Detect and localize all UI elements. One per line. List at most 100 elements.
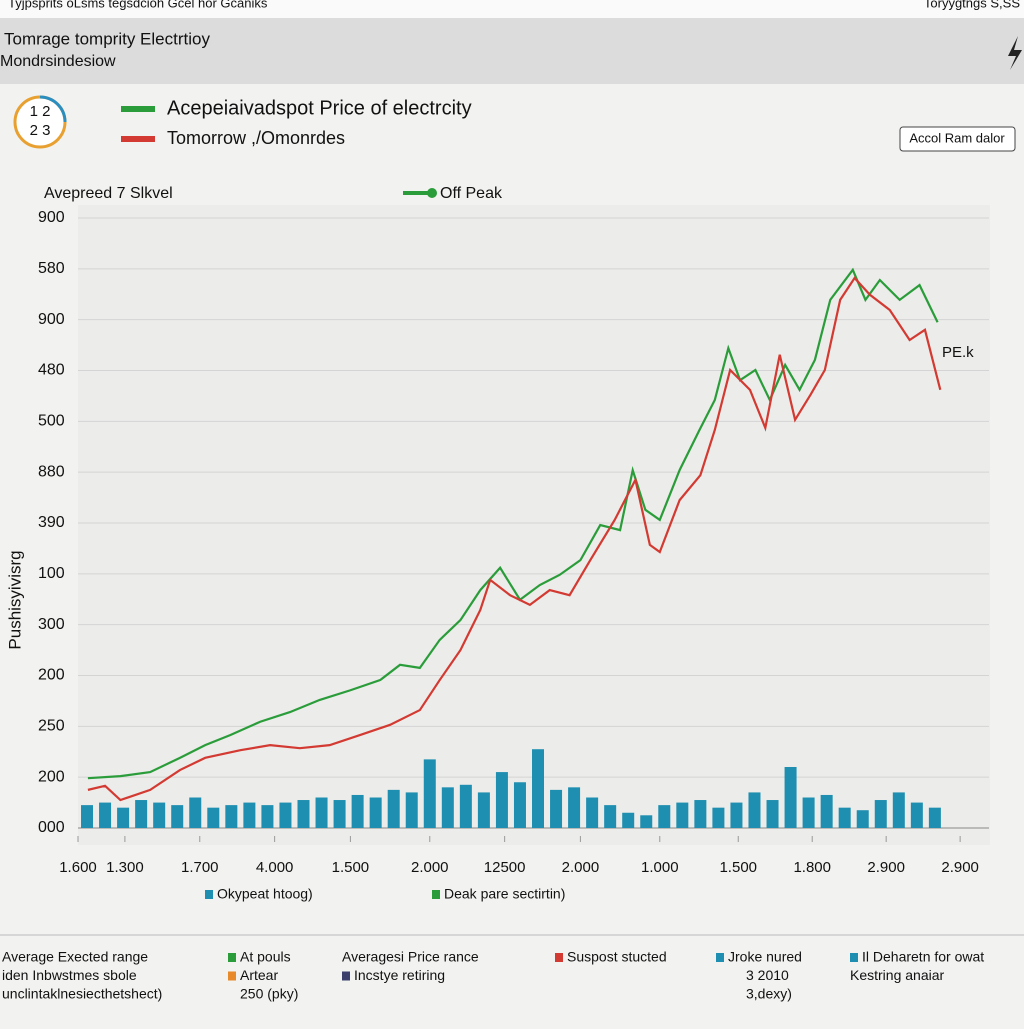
- footer-swatch: [716, 953, 724, 962]
- bar: [622, 812, 635, 828]
- x-tick-label: 4.000: [256, 859, 294, 876]
- top-bar: [0, 0, 1024, 18]
- bar: [315, 797, 328, 828]
- bolt-icon: [1008, 36, 1022, 70]
- y-tick-label: 500: [38, 413, 65, 430]
- bar: [405, 792, 418, 828]
- footer-text: Averagesi Price rance: [342, 949, 479, 965]
- y-tick-label: 390: [38, 514, 65, 531]
- bar: [387, 789, 400, 828]
- footer-item: Suspost stucted: [567, 949, 667, 965]
- x-tick-label: 2.900: [867, 859, 905, 876]
- bar: [441, 787, 454, 828]
- header-title: Tomrage tomprity Electrtioy: [4, 29, 210, 48]
- y-tick-label: 000: [38, 819, 65, 836]
- bar: [297, 800, 310, 828]
- subtitle-swatch: [121, 136, 155, 142]
- legend-label: Okypeat htoog): [217, 886, 313, 902]
- bar: [532, 749, 545, 828]
- y-tick-label: 200: [38, 667, 65, 684]
- footer-text: 250 (pky): [240, 986, 298, 1002]
- x-tick-label: 1.800: [793, 859, 831, 876]
- footer-swatch: [850, 953, 858, 962]
- footer-item: At pouls: [240, 949, 291, 965]
- bar: [676, 802, 689, 828]
- footer-text: iden Inbwstmes sbole: [2, 967, 137, 983]
- footer-item: Jroke nured: [728, 949, 802, 965]
- bar: [910, 802, 923, 828]
- bar: [333, 800, 346, 828]
- footer-text: Kestring anaiar: [850, 967, 945, 983]
- y-axis-label: Pushisyivisrg: [5, 550, 24, 649]
- header-subtitle: Mondrsindesiow: [0, 53, 116, 70]
- bar: [712, 807, 725, 828]
- legend-label: Deak pare sectirtin): [444, 886, 565, 902]
- footer-item: Artear: [240, 967, 278, 983]
- y-tick-label: 880: [38, 463, 65, 480]
- bar: [874, 800, 887, 828]
- header: [0, 18, 1024, 84]
- legend-swatch: [432, 890, 440, 899]
- footer-text: 3 2010: [746, 967, 789, 983]
- bar: [261, 805, 274, 828]
- off-peak-swatch: [427, 188, 437, 198]
- y-tick-label: 480: [38, 362, 65, 379]
- bar: [586, 797, 599, 828]
- bar: [135, 800, 148, 828]
- bar: [351, 794, 364, 828]
- x-tick-label: 2.900: [941, 859, 979, 876]
- bar: [550, 789, 563, 828]
- y-tick-label: 900: [38, 209, 65, 226]
- plot-area: [78, 205, 990, 845]
- bar: [495, 772, 508, 828]
- y-tick-label: 200: [38, 768, 65, 785]
- bar: [802, 797, 815, 828]
- footer-item: Il Deharetn for owat: [862, 949, 984, 965]
- button-label[interactable]: Accol Ram dalor: [909, 130, 1005, 145]
- peak-annotation: PE.k: [942, 344, 974, 361]
- footer-text: unclintaklnesiecthetshect): [2, 986, 162, 1002]
- bar: [207, 807, 220, 828]
- button[interactable]: [899, 126, 1016, 152]
- bar: [171, 805, 184, 828]
- badge-text: 2 3: [30, 122, 51, 139]
- y-tick-label: 900: [38, 311, 65, 328]
- bar: [766, 800, 779, 828]
- legend-swatch: [205, 890, 213, 899]
- bar: [838, 807, 851, 828]
- bar: [279, 802, 292, 828]
- bar: [81, 805, 94, 828]
- footer-item: Incstye retiring: [354, 967, 445, 983]
- footer-text: Average Exected range: [2, 949, 148, 965]
- bar: [928, 807, 941, 828]
- badge-arc: [39, 95, 67, 123]
- top-bar-right: Toryygtngs S,SS: [924, 0, 1020, 10]
- bar: [694, 800, 707, 828]
- x-tick-label: 1.600: [59, 859, 97, 876]
- x-tick-label: 1.500: [719, 859, 757, 876]
- y-tick-label: 100: [38, 565, 65, 582]
- bar: [225, 805, 238, 828]
- bar: [748, 792, 761, 828]
- bar: [459, 784, 472, 828]
- footer-swatch: [342, 971, 350, 981]
- bar: [117, 807, 130, 828]
- bar: [243, 802, 256, 828]
- x-tick-label: 1.000: [641, 859, 679, 876]
- bar: [856, 810, 869, 828]
- bar: [153, 802, 166, 828]
- panel-label: Avepreed 7 Slkvel: [44, 185, 173, 202]
- x-tick-label: 1.700: [181, 859, 219, 876]
- badge-text: 1 2: [30, 103, 51, 120]
- bar: [369, 797, 382, 828]
- off-peak-label: Off Peak: [440, 185, 503, 202]
- line: [87, 267, 939, 780]
- bar: [513, 782, 526, 828]
- bar: [99, 802, 112, 828]
- y-tick-label: 250: [38, 718, 65, 735]
- bar: [640, 815, 653, 828]
- x-tick-label: 12500: [484, 859, 526, 876]
- bar: [423, 759, 436, 828]
- x-tick-label: 1.300: [106, 859, 144, 876]
